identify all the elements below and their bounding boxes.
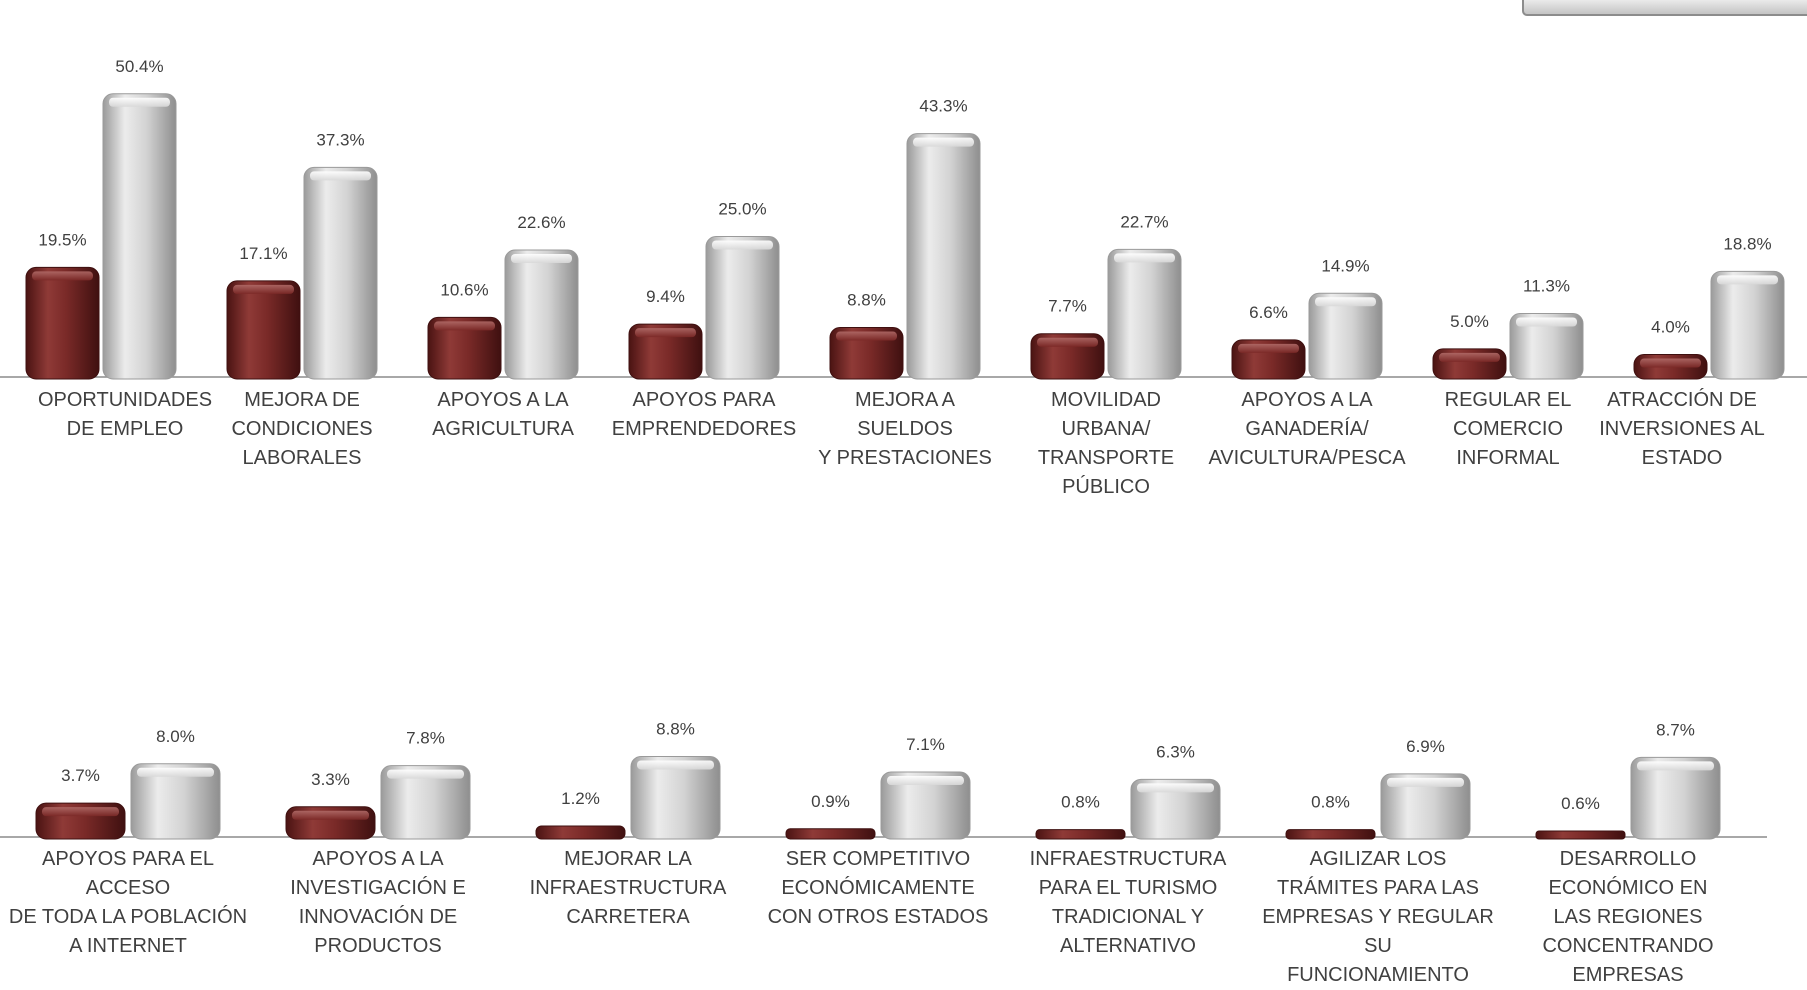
data-label: 0.9% bbox=[811, 792, 850, 811]
bar-series-2 bbox=[706, 237, 779, 380]
bar-series-2 bbox=[505, 250, 578, 379]
bar-series-1 bbox=[1634, 355, 1707, 379]
bar-series-2 bbox=[1631, 757, 1720, 839]
data-label: 7.7% bbox=[1048, 297, 1087, 316]
category-label: DESARROLLO ECONÓMICO EN LAS REGIONES CON… bbox=[1503, 845, 1753, 990]
data-label: 8.0% bbox=[156, 727, 195, 746]
bar-series-2 bbox=[131, 764, 220, 839]
bar-series-2 bbox=[1131, 779, 1220, 839]
bar-series-1 bbox=[36, 803, 125, 839]
bar-series-1 bbox=[286, 807, 375, 839]
data-label: 6.9% bbox=[1406, 737, 1445, 756]
data-label: 6.6% bbox=[1249, 303, 1288, 322]
data-label: 25.0% bbox=[718, 200, 766, 219]
category-label: INFRAESTRUCTURA PARA EL TURISMO TRADICIO… bbox=[1003, 845, 1253, 961]
bar-series-1 bbox=[1536, 831, 1625, 839]
data-label: 8.8% bbox=[847, 291, 886, 310]
data-label: 19.5% bbox=[38, 230, 86, 249]
data-label: 0.8% bbox=[1061, 793, 1100, 812]
data-label: 3.7% bbox=[61, 766, 100, 785]
data-label: 1.2% bbox=[561, 789, 600, 808]
category-label: APOYOS PARA EL ACCESO DE TODA LA POBLACI… bbox=[3, 845, 253, 961]
bar-series-2 bbox=[881, 772, 970, 839]
bar-series-1 bbox=[26, 267, 99, 379]
bar-series-1 bbox=[1031, 334, 1104, 379]
bar-series-1 bbox=[629, 324, 702, 379]
data-label: 0.8% bbox=[1311, 793, 1350, 812]
bar-series-1 bbox=[428, 317, 501, 379]
data-label: 18.8% bbox=[1723, 234, 1771, 253]
category-label: ATRACCIÓN DE INVERSIONES AL ESTADO bbox=[1557, 386, 1807, 473]
data-label: 7.8% bbox=[406, 729, 445, 748]
bar-series-2 bbox=[1510, 313, 1583, 379]
category-label: MEJORAR LA INFRAESTRUCTURA CARRETERA bbox=[503, 845, 753, 932]
bar-series-2 bbox=[304, 167, 377, 379]
category-label: AGILIZAR LOS TRÁMITES PARA LAS EMPRESAS … bbox=[1253, 845, 1503, 990]
data-label: 0.6% bbox=[1561, 794, 1600, 813]
category-label: APOYOS A LA INVESTIGACIÓN E INNOVACIÓN D… bbox=[253, 845, 503, 961]
data-label: 3.3% bbox=[311, 770, 350, 789]
bar-series-2 bbox=[1108, 249, 1181, 379]
bar-series-2 bbox=[631, 756, 720, 839]
bar-series-1 bbox=[1036, 830, 1125, 839]
bar-series-2 bbox=[1711, 271, 1784, 379]
data-label: 6.3% bbox=[1156, 742, 1195, 761]
bar-series-1 bbox=[1286, 830, 1375, 839]
data-label: 9.4% bbox=[646, 287, 685, 306]
data-label: 14.9% bbox=[1321, 256, 1369, 275]
data-label: 50.4% bbox=[115, 57, 163, 76]
data-label: 8.7% bbox=[1656, 720, 1695, 739]
bar-series-1 bbox=[536, 826, 625, 839]
data-label: 4.0% bbox=[1651, 318, 1690, 337]
data-label: 22.7% bbox=[1120, 212, 1168, 231]
bar-series-2 bbox=[381, 766, 470, 839]
data-label: 37.3% bbox=[316, 130, 364, 149]
bar-series-1 bbox=[786, 829, 875, 839]
data-label: 43.3% bbox=[919, 97, 967, 116]
data-label: 5.0% bbox=[1450, 312, 1489, 331]
data-label: 11.3% bbox=[1523, 276, 1570, 295]
bar-series-2 bbox=[907, 134, 980, 379]
data-label: 10.6% bbox=[440, 280, 488, 299]
bar-series-1 bbox=[227, 281, 300, 379]
bar-series-1 bbox=[1433, 349, 1506, 379]
category-label: SER COMPETITIVO ECONÓMICAMENTE CON OTROS… bbox=[753, 845, 1003, 932]
bar-series-2 bbox=[1309, 293, 1382, 379]
bar-series-1 bbox=[1232, 340, 1305, 379]
data-label: 17.1% bbox=[239, 244, 287, 263]
bar-series-1 bbox=[830, 328, 903, 379]
data-label: 7.1% bbox=[906, 735, 945, 754]
data-label: 8.8% bbox=[656, 719, 695, 738]
data-label: 22.6% bbox=[517, 213, 565, 232]
bar-series-2 bbox=[103, 94, 176, 379]
bar-series-2 bbox=[1381, 774, 1470, 839]
